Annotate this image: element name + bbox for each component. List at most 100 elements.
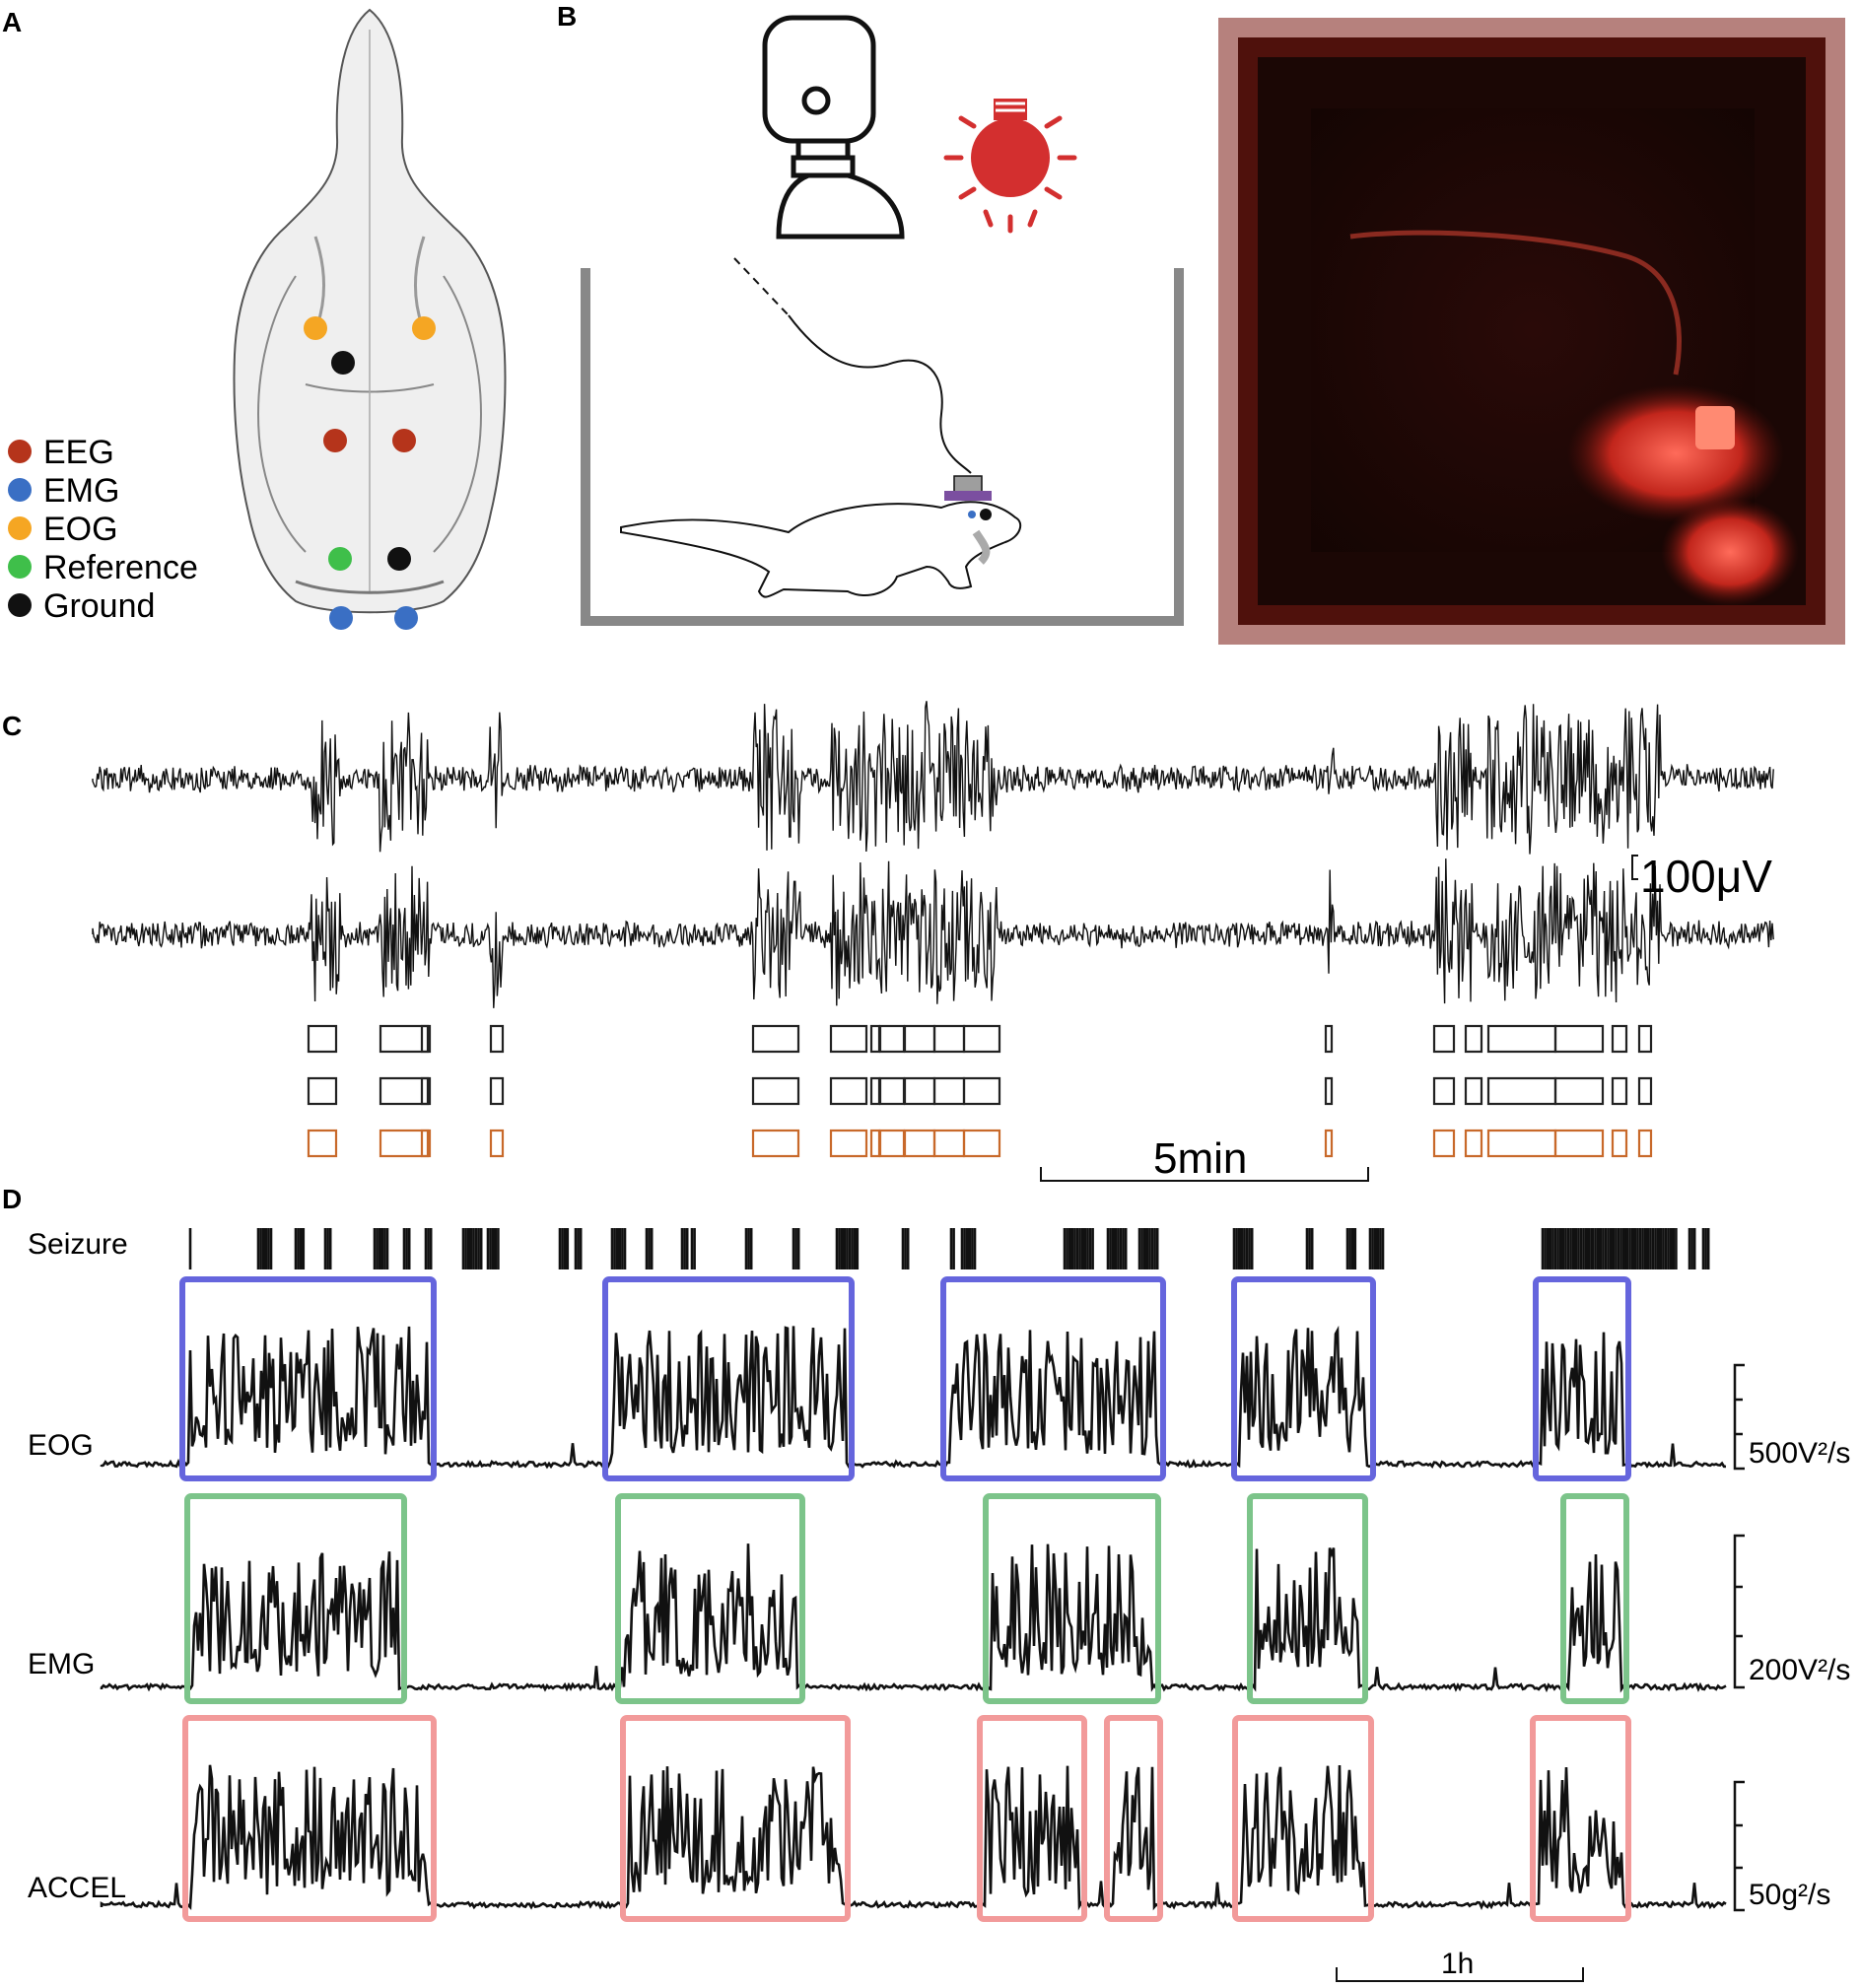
- emg-scale-label: 200V²/s: [1749, 1654, 1850, 1686]
- emg-activity-box: [184, 1493, 407, 1704]
- seizure-box: [932, 1129, 966, 1158]
- skull-illustration: [233, 8, 507, 614]
- seizure-box: [1464, 1076, 1483, 1106]
- time-scale-bar-5min: 5min: [1040, 1134, 1369, 1183]
- legend-label: EMG: [43, 472, 119, 510]
- seizure-box: [1553, 1129, 1605, 1158]
- red-light-bulb-icon: [943, 99, 1077, 234]
- accel-scale-bar: 50g²/s: [1733, 1780, 1830, 1912]
- panel-label-a: A: [2, 7, 22, 37]
- row-label-emg: EMG: [28, 1648, 95, 1680]
- accel-scale-label: 50g²/s: [1749, 1879, 1830, 1911]
- seizure-box: [420, 1129, 432, 1158]
- row-label-eog: EOG: [28, 1429, 94, 1462]
- seizure-box: [932, 1024, 966, 1054]
- legend-label: EOG: [43, 511, 118, 548]
- voltage-scale-bar: 100μV: [1631, 851, 1772, 902]
- seizure-box: [489, 1129, 505, 1158]
- eog-scale-bar: 500V²/s: [1733, 1363, 1850, 1471]
- seizure-box: [1324, 1024, 1334, 1054]
- eog-activity-box: [940, 1276, 1166, 1481]
- eeg-traces: [92, 701, 1774, 1008]
- seizure-event-ticks: [188, 1228, 1710, 1269]
- seizure-box: [1432, 1129, 1456, 1158]
- electrode-dots: [304, 316, 436, 630]
- ground-electrode: [387, 547, 411, 571]
- eog-activity-box: [602, 1276, 855, 1481]
- eog-scale-label: 500V²/s: [1749, 1437, 1850, 1470]
- row-label-accel: ACCEL: [28, 1872, 126, 1904]
- seizure-box: [420, 1024, 432, 1054]
- seizure-box: [751, 1076, 800, 1106]
- seizure-box: [1324, 1129, 1334, 1158]
- seizure-box: [869, 1076, 881, 1106]
- eeg-trace-2: [92, 858, 1774, 1008]
- ground-electrode: [331, 351, 355, 375]
- emg-scale-bar: 200V²/s: [1733, 1534, 1850, 1689]
- seizure-box: [379, 1076, 430, 1106]
- panel-label-c: C: [2, 711, 22, 741]
- seizure-box: [1324, 1076, 1334, 1106]
- eeg-electrode: [323, 429, 347, 452]
- mouse-illustration: [620, 475, 1022, 598]
- reference-electrode: [328, 547, 352, 571]
- seizure-box: [962, 1024, 1001, 1054]
- legend-label: Reference: [43, 549, 198, 586]
- accel-trace: [100, 1764, 1727, 1911]
- seizure-box: [1486, 1076, 1557, 1106]
- seizure-box: [1637, 1076, 1653, 1106]
- emg-electrode: [329, 606, 353, 630]
- seizure-box: [420, 1076, 432, 1106]
- seizure-box: [903, 1024, 936, 1054]
- legend-dot: [8, 555, 32, 579]
- camera-icon: [762, 15, 905, 240]
- panel-label-b: B: [557, 1, 577, 32]
- seizure-box: [307, 1129, 338, 1158]
- time-scale-1h-label: 1h: [1441, 1948, 1474, 1980]
- legend-dot: [8, 516, 32, 540]
- seizure-box: [1464, 1129, 1483, 1158]
- seizure-box: [1611, 1076, 1628, 1106]
- eeg-electrode: [392, 429, 416, 452]
- emg-activity-box: [1247, 1493, 1368, 1704]
- seizure-box: [489, 1024, 505, 1054]
- seizure-box: [307, 1024, 338, 1054]
- eog-activity-box: [1231, 1276, 1376, 1481]
- seizure-box: [962, 1129, 1001, 1158]
- legend-label: Ground: [43, 587, 155, 625]
- seizure-box: [869, 1024, 881, 1054]
- recording-arena: [581, 257, 1184, 626]
- accel-activity-box: [1232, 1715, 1374, 1922]
- legend-dot: [8, 478, 32, 502]
- accel-activity-box: [977, 1715, 1087, 1922]
- seizure-box: [829, 1129, 868, 1158]
- row-label-seizure: Seizure: [28, 1228, 128, 1261]
- eog-activity-box: [179, 1276, 437, 1481]
- accel-activity-box: [1104, 1715, 1163, 1922]
- emg-electrode: [394, 606, 418, 630]
- seizure-box: [962, 1076, 1001, 1106]
- emg-activity-box: [615, 1493, 805, 1704]
- seizure-box: [751, 1129, 800, 1158]
- seizure-box: [1553, 1076, 1605, 1106]
- arena-photo: [1218, 18, 1845, 645]
- seizure-box: [878, 1129, 906, 1158]
- eog-activity-box: [1533, 1276, 1631, 1481]
- seizure-box: [1432, 1076, 1456, 1106]
- seizure-box: [1611, 1024, 1628, 1054]
- seizure-box: [903, 1129, 936, 1158]
- legend-label: EEG: [43, 434, 114, 471]
- seizure-box: [1432, 1024, 1456, 1054]
- seizure-box: [1637, 1129, 1653, 1158]
- panel-label-d: D: [2, 1184, 22, 1214]
- legend-dot: [8, 593, 32, 617]
- seizure-box: [869, 1129, 881, 1158]
- seizure-box: [1486, 1129, 1557, 1158]
- activity-boxes: [179, 1276, 1631, 1922]
- eog-electrode: [304, 316, 327, 340]
- seizure-box: [751, 1024, 800, 1054]
- emg-trace: [100, 1543, 1727, 1693]
- seizure-box: [829, 1076, 868, 1106]
